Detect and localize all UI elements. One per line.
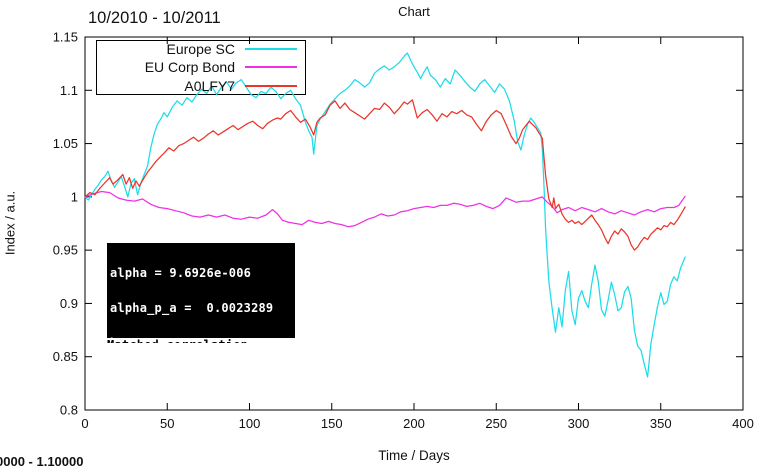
x-tick-label: 350: [650, 416, 672, 431]
legend-label: Europe SC: [166, 41, 235, 58]
stats-line: alpha_p_a = 0.0023289: [110, 300, 274, 315]
legend-entry-europe-sc: Europe SC: [96, 42, 306, 56]
legend-entry-a0lfy7: A0LFY7: [96, 79, 306, 93]
clipped-stats-line: Matched correlation: [107, 339, 295, 343]
series-line-a0lfy7: [84, 99, 686, 251]
x-tick-label: 100: [239, 416, 261, 431]
y-tick-label: 0.8: [60, 403, 78, 418]
legend-line-sample: [245, 66, 297, 69]
y-tick-label: 1.05: [53, 136, 78, 151]
legend-line-sample: [245, 48, 297, 51]
x-tick-label: 400: [732, 416, 754, 431]
stats-overlay: alpha = 9.6926e-006 alpha_p_a = 0.002328…: [107, 243, 295, 338]
y-tick-label: 0.95: [53, 243, 78, 258]
legend-label: A0LFY7: [184, 77, 235, 94]
legend-entry-eu-corp-bond: EU Corp Bond: [96, 60, 306, 74]
x-axis-label: Time / Days: [378, 448, 450, 463]
x-tick-label: 50: [160, 416, 174, 431]
x-tick-label: 0: [81, 416, 88, 431]
legend-line-sample: [245, 84, 297, 87]
x-tick-label: 300: [568, 416, 590, 431]
y-tick-label: 0.85: [53, 349, 78, 364]
y-tick-label: 1.15: [53, 30, 78, 45]
legend: Europe SC EU Corp Bond A0LFY7: [96, 40, 306, 95]
series-line-eu-corp-bond: [84, 190, 686, 228]
y-tick-label: 1: [71, 189, 78, 204]
x-tick-label: 200: [403, 416, 425, 431]
y-tick-label: 0.9: [60, 296, 78, 311]
x-tick-label: 150: [321, 416, 343, 431]
chart-title: Chart: [398, 4, 430, 19]
y-tick-label: 1.1: [60, 83, 78, 98]
stats-line: alpha = 9.6926e-006: [110, 265, 252, 280]
legend-label: EU Corp Bond: [144, 59, 235, 76]
date-range-label: 10/2010 - 10/2011: [88, 9, 221, 27]
series-line-europe-sc: [84, 52, 686, 378]
x-tick-label: 250: [485, 416, 507, 431]
clipped-axis-text: 0000 - 1.10000: [0, 454, 84, 468]
